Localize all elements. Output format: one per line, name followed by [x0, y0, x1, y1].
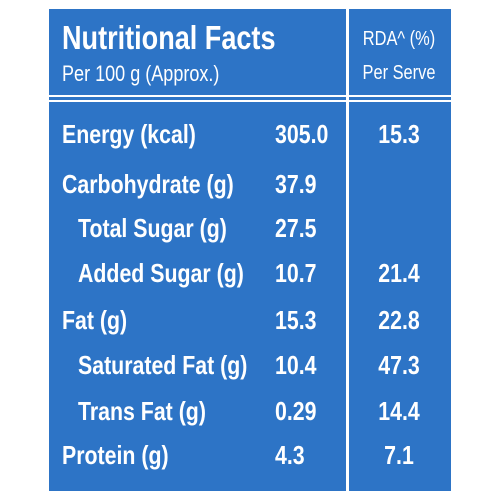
- nutrient-value: 10.7: [275, 258, 317, 288]
- rda-subheader: Per Serve: [362, 62, 436, 84]
- nutrient-value: 305.0: [275, 119, 329, 149]
- column-divider: [346, 9, 349, 491]
- rda-value: 47.3: [378, 350, 420, 380]
- nutrient-value: 37.9: [275, 169, 317, 199]
- rda-value: 14.4: [378, 396, 420, 426]
- rda-header: RDA^ (%): [362, 28, 436, 50]
- nutrient-label: Carbohydrate (g): [62, 169, 234, 199]
- nutrient-label: Trans Fat (g): [78, 396, 206, 426]
- nutrient-value: 0.29: [275, 396, 317, 426]
- nutrient-value: 27.5: [275, 213, 317, 243]
- header-divider: [49, 95, 451, 97]
- nutrient-value: 4.3: [275, 440, 305, 470]
- rda-value: 7.1: [384, 440, 414, 470]
- rda-value: 21.4: [378, 258, 420, 288]
- header-divider: [49, 100, 451, 102]
- nutrient-label: Added Sugar (g): [78, 258, 244, 288]
- title: Nutritional Facts: [62, 19, 276, 56]
- nutrient-label: Fat (g): [62, 305, 128, 335]
- rda-value: 22.8: [378, 305, 420, 335]
- subtitle: Per 100 g (Approx.): [62, 61, 220, 86]
- nutrient-label: Protein (g): [62, 440, 169, 470]
- nutrient-value: 10.4: [275, 350, 317, 380]
- nutrient-value: 15.3: [275, 305, 317, 335]
- nutrition-panel: Nutritional Facts Per 100 g (Approx.) RD…: [46, 6, 454, 494]
- nutrient-label: Energy (kcal): [62, 119, 196, 149]
- rda-value: 15.3: [378, 119, 420, 149]
- nutrient-label: Total Sugar (g): [78, 213, 227, 243]
- nutrient-label: Saturated Fat (g): [78, 350, 248, 380]
